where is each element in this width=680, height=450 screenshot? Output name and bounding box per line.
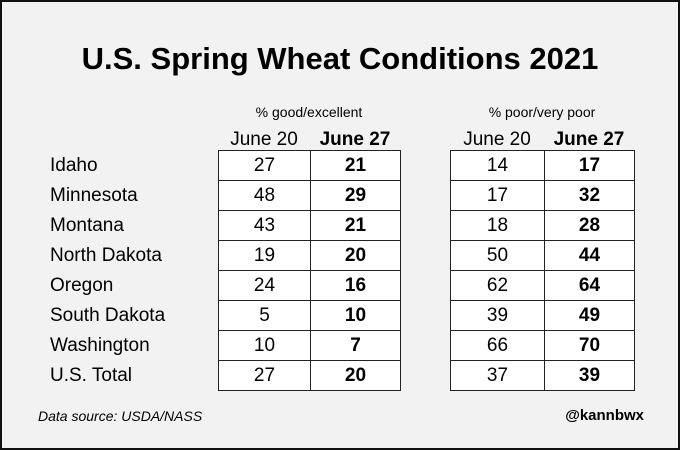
value-cell-june-20: 19 <box>218 240 311 271</box>
value-cell-june-27: 29 <box>310 180 401 211</box>
column-header-poor-june-20: June 20 <box>463 129 531 150</box>
table-row: 43 21 <box>218 210 401 241</box>
value-cell-june-20: 39 <box>450 300 545 331</box>
value-cell-june-27: 17 <box>544 150 635 181</box>
row-label: Idaho <box>50 155 98 176</box>
value-cell-june-27: 21 <box>310 150 401 181</box>
data-source-note: Data source: USDA/NASS <box>38 408 203 424</box>
column-header-good-june-27: June 27 <box>319 129 391 150</box>
good-excellent-table: 27 21 48 29 43 21 19 20 24 16 5 10 10 7 27 20 <box>218 150 401 391</box>
value-cell-june-20: 37 <box>450 360 545 391</box>
table-row: 17 32 <box>450 180 635 211</box>
value-cell-june-27: 70 <box>544 330 635 361</box>
value-cell-june-20: 10 <box>218 330 311 361</box>
column-header-poor-june-27: June 27 <box>553 129 625 150</box>
value-cell-june-20: 18 <box>450 210 545 241</box>
value-cell-june-27: 16 <box>310 270 401 301</box>
group-header-good-excellent: % good/excellent <box>255 104 363 120</box>
value-cell-june-20: 43 <box>218 210 311 241</box>
value-cell-june-27: 32 <box>544 180 635 211</box>
table-row: 27 20 <box>218 360 401 391</box>
chart-title: U.S. Spring Wheat Conditions 2021 <box>81 41 599 76</box>
table-row: 10 7 <box>218 330 401 361</box>
table-row: 66 70 <box>450 330 635 361</box>
table-row: 24 16 <box>218 270 401 301</box>
row-label: South Dakota <box>50 305 166 326</box>
value-cell-june-27: 10 <box>310 300 401 331</box>
value-cell-june-20: 27 <box>218 360 311 391</box>
value-cell-june-20: 24 <box>218 270 311 301</box>
value-cell-june-20: 14 <box>450 150 545 181</box>
value-cell-june-20: 27 <box>218 150 311 181</box>
table-row: 14 17 <box>450 150 635 181</box>
value-cell-june-20: 50 <box>450 240 545 271</box>
group-header-poor-very-poor: % poor/very poor <box>488 104 596 120</box>
row-label: North Dakota <box>50 245 162 266</box>
value-cell-june-27: 64 <box>544 270 635 301</box>
table-row: 19 20 <box>218 240 401 271</box>
row-label: Washington <box>50 335 150 356</box>
value-cell-june-20: 48 <box>218 180 311 211</box>
table-row: 62 64 <box>450 270 635 301</box>
value-cell-june-27: 28 <box>544 210 635 241</box>
row-label: U.S. Total <box>50 365 133 386</box>
row-label: Minnesota <box>50 185 138 206</box>
value-cell-june-20: 66 <box>450 330 545 361</box>
value-cell-june-27: 21 <box>310 210 401 241</box>
value-cell-june-27: 44 <box>544 240 635 271</box>
row-label: Oregon <box>50 275 114 296</box>
table-row: 37 39 <box>450 360 635 391</box>
value-cell-june-20: 17 <box>450 180 545 211</box>
table-row: 18 28 <box>450 210 635 241</box>
value-cell-june-27: 49 <box>544 300 635 331</box>
table-row: 27 21 <box>218 150 401 181</box>
value-cell-june-27: 20 <box>310 240 401 271</box>
value-cell-june-27: 39 <box>544 360 635 391</box>
value-cell-june-27: 20 <box>310 360 401 391</box>
column-header-good-june-20: June 20 <box>230 129 298 150</box>
table-row: 5 10 <box>218 300 401 331</box>
value-cell-june-20: 62 <box>450 270 545 301</box>
poor-very-poor-table: 14 17 17 32 18 28 50 44 62 64 39 49 66 70 37 39 <box>450 150 635 391</box>
table-row: 48 29 <box>218 180 401 211</box>
table-row: 39 49 <box>450 300 635 331</box>
table-row: 50 44 <box>450 240 635 271</box>
value-cell-june-27: 7 <box>310 330 401 361</box>
row-label: Montana <box>50 215 124 236</box>
value-cell-june-20: 5 <box>218 300 311 331</box>
author-handle: @kannbwx <box>565 407 644 424</box>
